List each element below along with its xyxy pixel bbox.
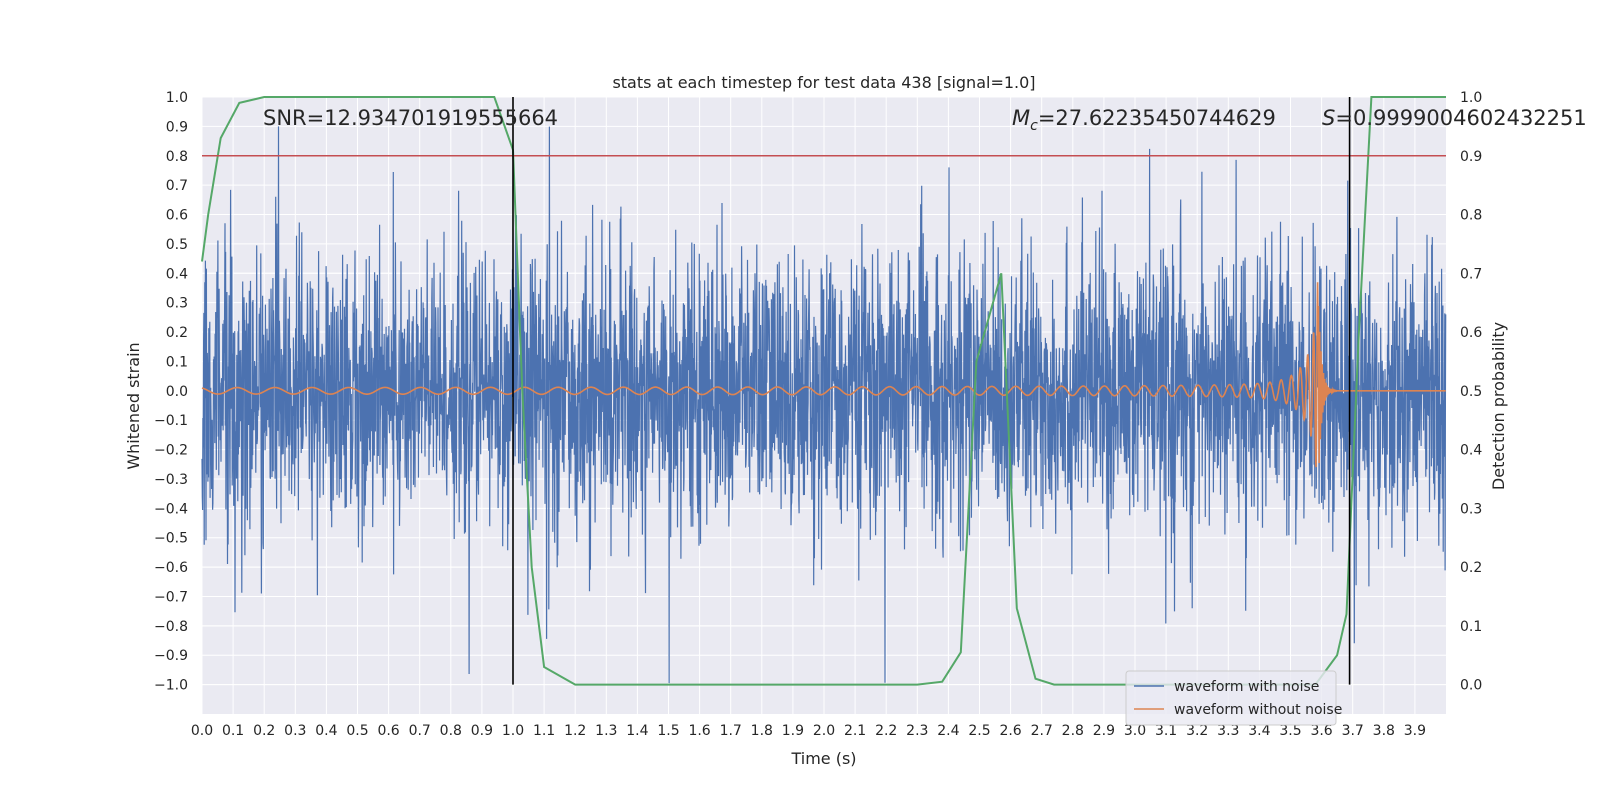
y2-tick-label: 0.0 — [1460, 678, 1482, 694]
legend-label-clean: waveform without noise — [1174, 702, 1342, 718]
x-tick-label: 1.6 — [688, 723, 710, 739]
y2-tick-label: 0.1 — [1460, 619, 1482, 635]
x-tick-label: 3.9 — [1404, 723, 1426, 739]
x-tick-label: 3.2 — [1186, 723, 1208, 739]
y-tick-label: −0.6 — [154, 560, 188, 576]
x-tick-label: 0.3 — [284, 723, 306, 739]
x-tick-label: 1.7 — [720, 723, 742, 739]
x-tick-label: 2.9 — [1093, 723, 1115, 739]
x-tick-label: 0.6 — [377, 723, 399, 739]
x-tick-label: 0.5 — [346, 723, 368, 739]
score-annotation: S=0.9999004602432251 — [1322, 106, 1587, 130]
y-tick-label: 0.4 — [166, 266, 188, 282]
x-tick-label: 3.8 — [1373, 723, 1395, 739]
y-tick-label: −0.8 — [154, 619, 188, 635]
y-tick-label: 0.0 — [166, 384, 188, 400]
y-tick-label: 0.8 — [166, 149, 188, 165]
y-tick-label: −0.9 — [154, 648, 188, 664]
mc-value: =27.62235450744629 — [1038, 106, 1276, 130]
y-tick-label: −1.0 — [154, 678, 188, 694]
y2-tick-label: 0.6 — [1460, 325, 1482, 341]
y2-tick-label: 0.2 — [1460, 560, 1482, 576]
y2-tick-label: 1.0 — [1460, 90, 1482, 106]
x-tick-label: 0.7 — [409, 723, 431, 739]
x-tick-label: 1.1 — [533, 723, 555, 739]
x-tick-label: 1.9 — [782, 723, 804, 739]
y-tick-label: −0.3 — [154, 472, 188, 488]
x-tick-label: 1.8 — [751, 723, 773, 739]
x-tick-labels: 0.0 0.1 0.2 0.3 0.4 0.5 0.6 0.7 0.8 0.9 1.0 1.1 1.2 1… — [191, 723, 1426, 739]
s-value: =0.9999004602432251 — [1335, 106, 1586, 130]
y-tick-label: −0.4 — [154, 501, 188, 517]
x-tick-label: 3.4 — [1248, 723, 1270, 739]
y-axis-label: Whitened strain — [124, 342, 143, 469]
x-tick-label: 2.1 — [844, 723, 866, 739]
x-axis-label: Time (s) — [790, 749, 856, 768]
x-tick-label: 0.1 — [222, 723, 244, 739]
overlay-lines — [202, 97, 1446, 685]
y2-tick-label: 0.5 — [1460, 384, 1482, 400]
x-tick-label: 1.4 — [626, 723, 648, 739]
x-tick-label: 0.0 — [191, 723, 213, 739]
legend: waveform with noise waveform without noi… — [1125, 670, 1342, 726]
legend-box — [1125, 670, 1337, 726]
x-tick-label: 3.1 — [1155, 723, 1177, 739]
y-tick-label: 0.3 — [166, 296, 188, 312]
x-tick-label: 0.8 — [440, 723, 462, 739]
chart-title: stats at each timestep for test data 438… — [612, 73, 1035, 92]
x-tick-label: 3.3 — [1217, 723, 1239, 739]
y-tick-label: −0.2 — [154, 443, 188, 459]
x-tick-label: 2.0 — [813, 723, 835, 739]
x-tick-label: 1.2 — [564, 723, 586, 739]
y-tick-label: 0.2 — [166, 325, 188, 341]
y2-tick-label: 0.8 — [1460, 208, 1482, 224]
y-tick-label: 1.0 — [166, 90, 188, 106]
x-tick-label: 0.4 — [315, 723, 337, 739]
x-tick-label: 1.5 — [657, 723, 679, 739]
y2-tick-label: 0.7 — [1460, 266, 1482, 282]
y2-tick-labels: 1.0 0.9 0.8 0.7 0.6 0.5 0.4 0.3 0.2 0.1 0.0 — [1460, 90, 1482, 694]
y2-axis-label: Detection probability — [1489, 322, 1508, 490]
chirp-mass-annotation: Mc=27.62235450744629 — [1012, 106, 1276, 134]
mc-symbol: M — [1012, 106, 1030, 130]
x-tick-label: 2.8 — [1062, 723, 1084, 739]
x-tick-label: 3.6 — [1310, 723, 1332, 739]
snr-annotation: SNR=12.934701919555664 — [263, 106, 558, 130]
x-tick-label: 2.2 — [875, 723, 897, 739]
y-tick-label: 0.1 — [166, 354, 188, 370]
x-tick-label: 2.7 — [1031, 723, 1053, 739]
x-tick-label: 2.3 — [906, 723, 928, 739]
x-tick-label: 2.5 — [968, 723, 990, 739]
clean-waveform-group — [201, 282, 1446, 468]
x-tick-label: 3.7 — [1342, 723, 1364, 739]
y-tick-label: 0.9 — [166, 119, 188, 135]
x-tick-label: 0.2 — [253, 723, 275, 739]
x-tick-label: 3.5 — [1279, 723, 1301, 739]
mc-subscript: c — [1030, 118, 1038, 134]
y-tick-label: 0.5 — [166, 237, 188, 253]
s-symbol: S — [1322, 106, 1335, 130]
y-tick-label: −0.5 — [154, 531, 188, 547]
y-tick-label: 0.6 — [166, 208, 188, 224]
y-tick-labels: 1.0 0.9 0.8 0.7 0.6 0.5 0.4 0.3 0.2 0.1 0.0 −0.1 −0.… — [154, 90, 188, 694]
x-tick-label: 3.0 — [1124, 723, 1146, 739]
noisy-waveform-group — [201, 126, 1447, 684]
y2-tick-label: 0.9 — [1460, 149, 1482, 165]
x-tick-label: 0.9 — [471, 723, 493, 739]
legend-label-noisy: waveform with noise — [1174, 679, 1319, 695]
clean-waveform-line — [201, 282, 1446, 468]
x-tick-label: 1.0 — [502, 723, 524, 739]
x-tick-label: 2.4 — [937, 723, 959, 739]
noisy-waveform-line — [201, 126, 1447, 684]
y-tick-label: 0.7 — [166, 178, 188, 194]
y-tick-label: −0.7 — [154, 589, 188, 605]
y2-tick-label: 0.3 — [1460, 501, 1482, 517]
y-tick-label: −0.1 — [154, 413, 188, 429]
x-tick-label: 2.6 — [999, 723, 1021, 739]
y2-tick-label: 0.4 — [1460, 443, 1482, 459]
x-tick-label: 1.3 — [595, 723, 617, 739]
